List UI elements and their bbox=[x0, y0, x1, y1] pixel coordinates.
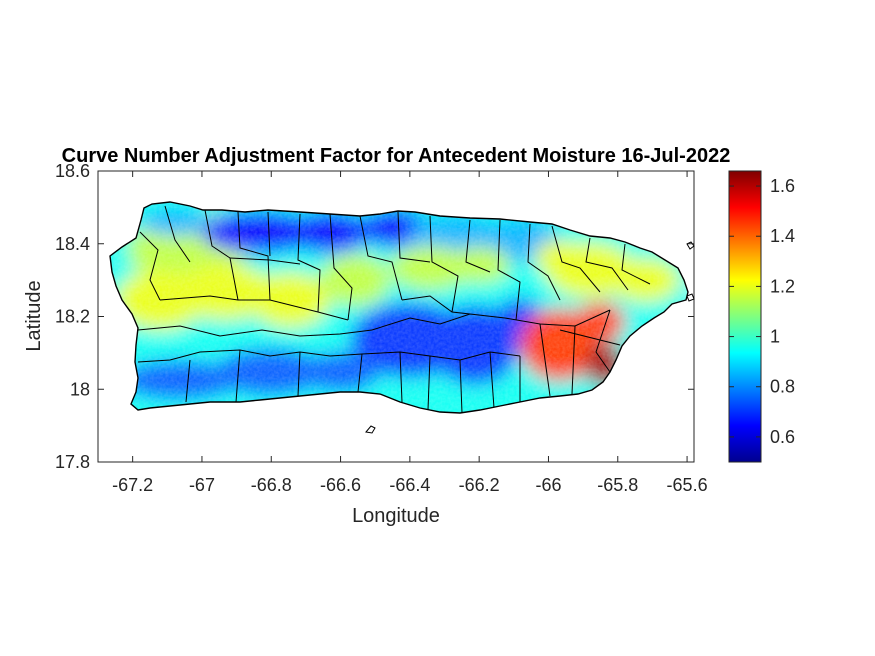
x-axis: -67.2 -67 -66.8 -66.6 -66.4 -66.2 -66 -65.8 -65.… bbox=[112, 171, 708, 495]
offshore-islands bbox=[365, 241, 695, 434]
municipal-border bbox=[237, 211, 271, 301]
municipal-border bbox=[559, 329, 621, 346]
chart-title: Curve Number Adjustment Factor for Antec… bbox=[62, 145, 731, 167]
municipal-border bbox=[229, 257, 301, 265]
caja-de-muertos-island bbox=[365, 425, 376, 434]
municipal-border bbox=[297, 213, 321, 313]
municipal-border bbox=[235, 349, 241, 403]
y-tick-label: 17.8 bbox=[55, 452, 90, 472]
municipal-border bbox=[137, 325, 373, 337]
municipal-border bbox=[585, 237, 629, 291]
municipal-border bbox=[429, 215, 459, 313]
y-tick-label: 18 bbox=[70, 379, 90, 399]
municipal-border bbox=[159, 295, 349, 321]
colorbar-tick-label: 1.4 bbox=[770, 226, 795, 246]
municipal-border bbox=[297, 351, 301, 397]
municipal-border bbox=[497, 219, 521, 321]
municipal-border bbox=[329, 213, 353, 321]
municipal-border bbox=[571, 325, 576, 395]
municipal-border bbox=[459, 359, 463, 413]
municipal-border bbox=[427, 355, 431, 411]
y-tick-label: 18.4 bbox=[55, 234, 90, 254]
y-axis: 17.8 18 18.2 18.4 18.6 bbox=[55, 161, 694, 472]
colorbar-tick-label: 1.6 bbox=[770, 176, 795, 196]
x-tick-label: -67 bbox=[189, 475, 215, 495]
x-tick-label: -66.4 bbox=[389, 475, 430, 495]
x-tick-label: -67.2 bbox=[112, 475, 153, 495]
y-tick-label: 18.2 bbox=[55, 307, 90, 327]
municipal-border bbox=[465, 219, 491, 273]
municipal-border bbox=[357, 353, 363, 393]
municipal-border bbox=[164, 205, 191, 263]
colorbar-ticks: 0.6 0.8 1 1.2 1.4 1.6 bbox=[729, 176, 795, 447]
x-tick-label: -65.8 bbox=[597, 475, 638, 495]
colorbar-tick-label: 0.8 bbox=[770, 377, 795, 397]
colorbar-tick-label: 1 bbox=[770, 327, 780, 347]
island-outline bbox=[109, 201, 689, 414]
municipal-border bbox=[139, 231, 161, 301]
y-axis-label: Latitude bbox=[23, 280, 45, 351]
municipal-border bbox=[267, 211, 271, 257]
municipal-border bbox=[539, 323, 551, 397]
colorbar-tick-label: 0.6 bbox=[770, 427, 795, 447]
municipal-border bbox=[595, 309, 611, 373]
x-tick-label: -66.8 bbox=[251, 475, 292, 495]
x-tick-label: -66.2 bbox=[459, 475, 500, 495]
municipal-border bbox=[527, 223, 561, 301]
municipal-border bbox=[185, 359, 191, 403]
municipal-borders bbox=[137, 205, 651, 413]
municipal-border bbox=[359, 215, 403, 301]
colorbar bbox=[728, 170, 762, 463]
municipal-border bbox=[371, 309, 611, 331]
x-axis-label: Longitude bbox=[352, 505, 440, 527]
municipal-border bbox=[399, 351, 403, 403]
x-tick-label: -65.6 bbox=[667, 475, 708, 495]
municipal-border bbox=[397, 211, 431, 263]
x-tick-label: -66.6 bbox=[320, 475, 361, 495]
municipal-border bbox=[401, 295, 471, 315]
municipal-border bbox=[204, 209, 239, 301]
municipal-border bbox=[489, 351, 495, 409]
municipal-border bbox=[551, 225, 601, 293]
municipal-border bbox=[621, 243, 651, 285]
x-tick-label: -66 bbox=[535, 475, 561, 495]
east-islet bbox=[686, 293, 695, 302]
y-tick-label: 18.6 bbox=[55, 161, 90, 181]
colorbar-tick-label: 1.2 bbox=[770, 276, 795, 296]
